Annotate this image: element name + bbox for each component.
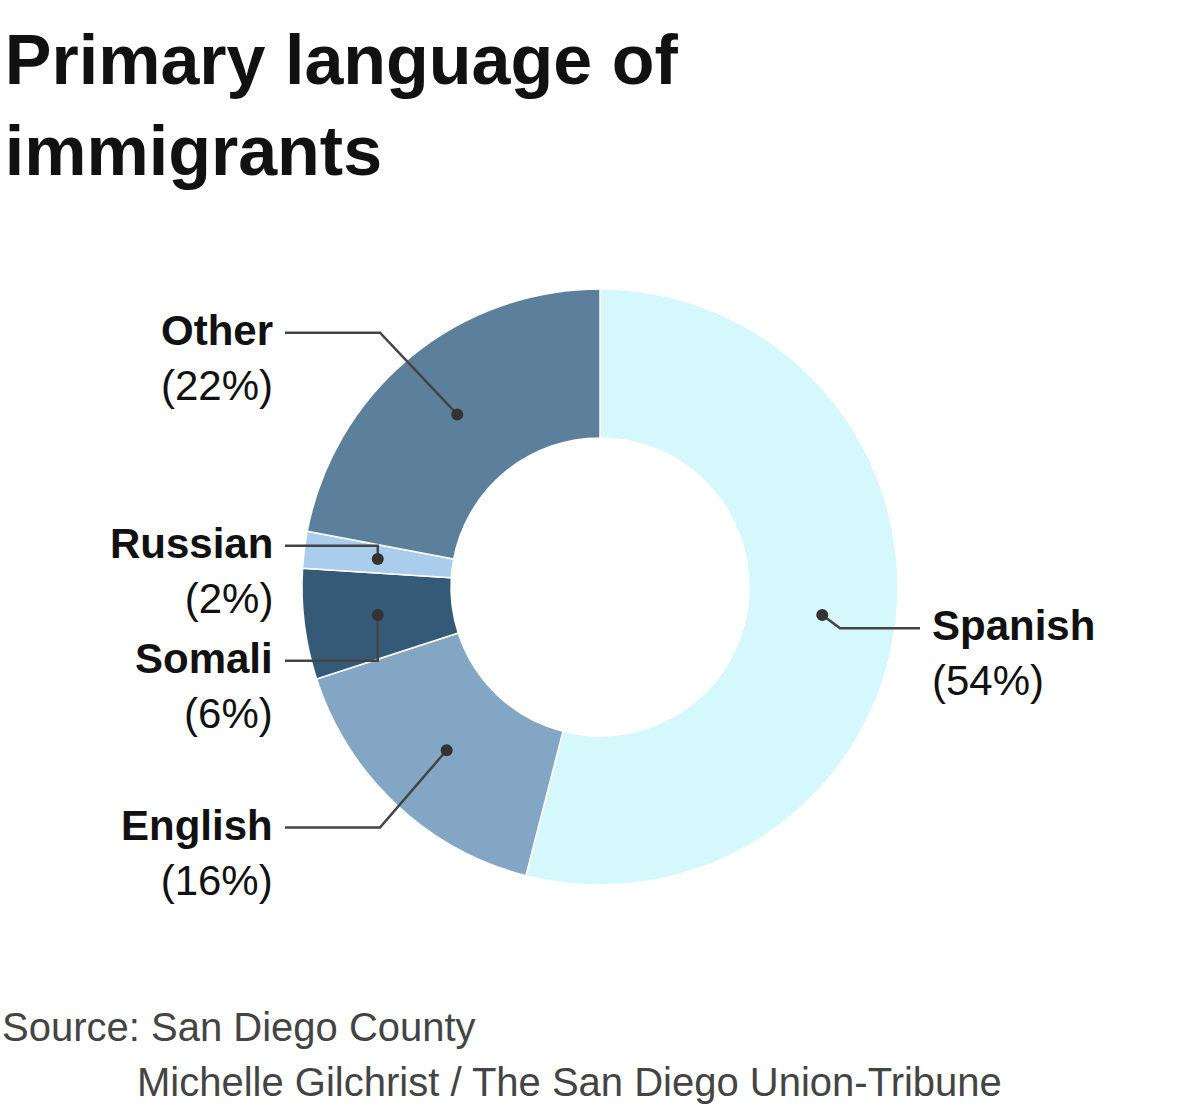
svg-text:Michelle Gilchrist / The San D: Michelle Gilchrist / The San Diego Union… [137, 1060, 1002, 1104]
svg-text:Somali(6%): Somali(6%) [135, 635, 273, 737]
svg-text:Other(22%): Other(22%) [161, 307, 273, 409]
svg-text:Spanish(54%): Spanish(54%) [932, 602, 1095, 704]
svg-text:Russian(2%): Russian(2%) [110, 520, 273, 622]
svg-text:Primary language ofimmigrants: Primary language ofimmigrants [5, 21, 679, 190]
svg-text:Source: San Diego County: Source: San Diego County [2, 1005, 476, 1049]
svg-text:English(16%): English(16%) [121, 802, 273, 904]
